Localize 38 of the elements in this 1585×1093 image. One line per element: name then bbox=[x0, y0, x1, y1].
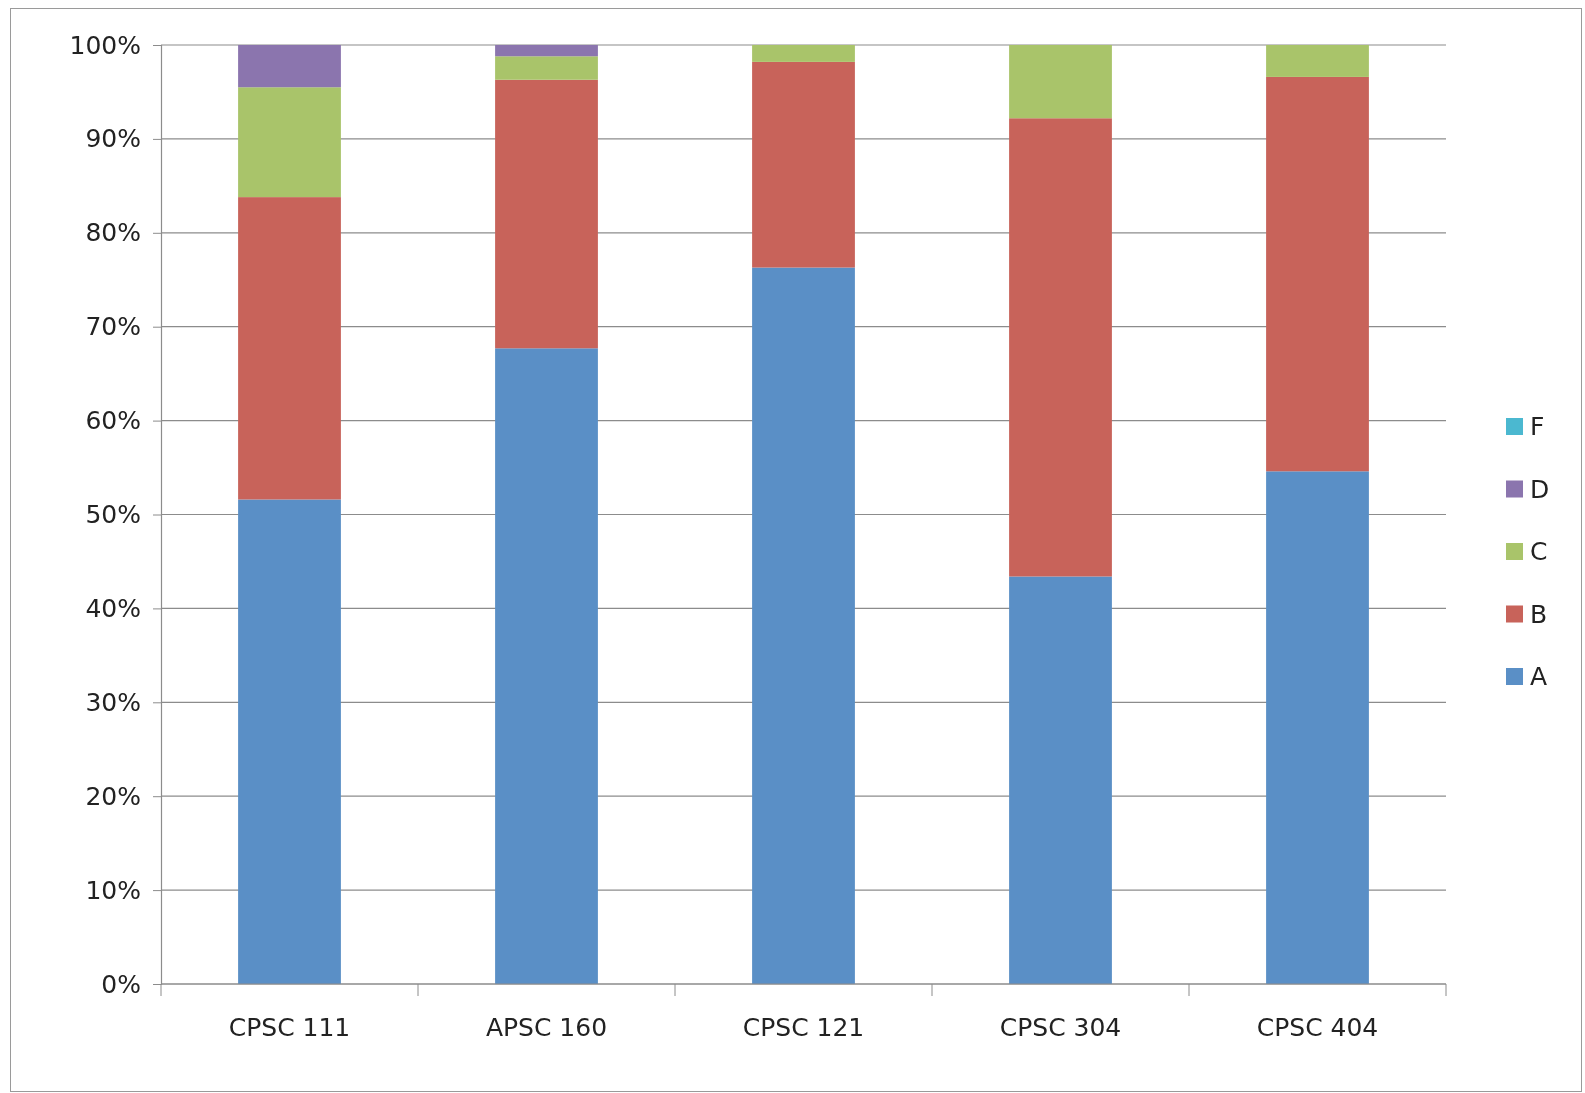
bar bbox=[1009, 45, 1112, 119]
bar bbox=[238, 87, 341, 198]
bar bbox=[495, 56, 598, 80]
bar bbox=[495, 348, 598, 984]
y-tick-label: 60% bbox=[85, 406, 141, 436]
legend-label: B bbox=[1530, 599, 1548, 629]
bar bbox=[1009, 118, 1112, 577]
x-tick-label: CPSC 404 bbox=[1256, 1013, 1379, 1042]
bar bbox=[1009, 576, 1112, 984]
y-tick-label: 10% bbox=[85, 875, 141, 905]
y-tick-label: 80% bbox=[85, 218, 141, 248]
legend-label: F bbox=[1530, 412, 1545, 441]
x-tick-label: CPSC 121 bbox=[742, 1013, 865, 1042]
y-tick-label: 90% bbox=[85, 124, 141, 154]
bar bbox=[238, 45, 341, 88]
bar bbox=[752, 45, 855, 62]
bar bbox=[1266, 471, 1369, 984]
legend-label: A bbox=[1530, 662, 1548, 691]
x-tick-label: CPSC 111 bbox=[228, 1013, 351, 1042]
y-tick-label: 100% bbox=[69, 30, 141, 60]
bar bbox=[238, 499, 341, 984]
y-tick-label: 50% bbox=[85, 500, 141, 529]
bar bbox=[752, 61, 855, 268]
legend-label: C bbox=[1530, 537, 1548, 566]
y-tick-label: 20% bbox=[85, 781, 141, 811]
y-tick-label: 40% bbox=[85, 593, 141, 623]
bar bbox=[238, 197, 341, 500]
bar bbox=[1266, 76, 1369, 472]
bar bbox=[752, 267, 855, 984]
y-tick-label: 30% bbox=[85, 687, 141, 717]
x-tick-label: CPSC 304 bbox=[999, 1013, 1122, 1042]
bar bbox=[495, 45, 598, 57]
y-tick-label: 70% bbox=[85, 312, 141, 342]
legend-label: D bbox=[1530, 474, 1550, 504]
bar bbox=[1266, 45, 1369, 77]
bar bbox=[495, 79, 598, 349]
y-tick-label: 0% bbox=[101, 969, 141, 999]
x-tick-label: APSC 160 bbox=[485, 1013, 608, 1042]
